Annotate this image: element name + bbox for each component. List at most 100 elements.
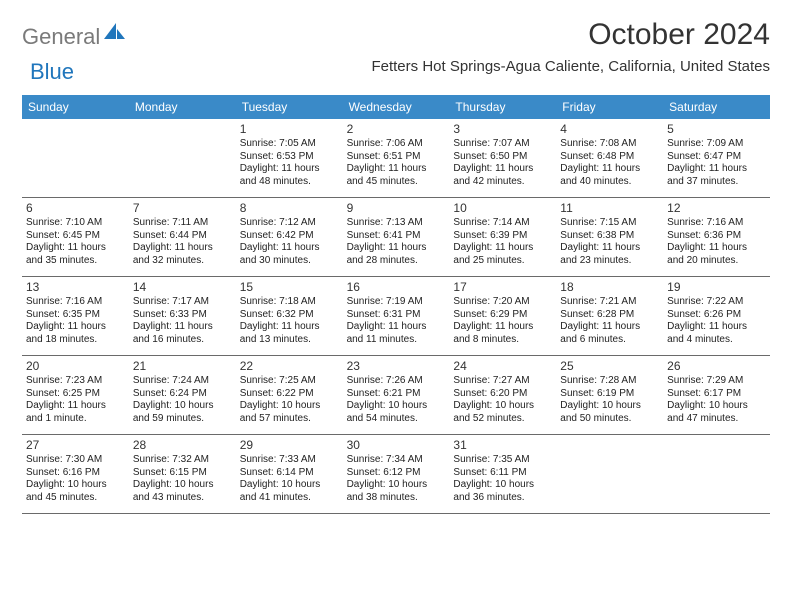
sunset-text: Sunset: 6:50 PM — [453, 151, 552, 164]
sunrise-text: Sunrise: 7:05 AM — [240, 138, 339, 151]
day-number: 8 — [240, 201, 339, 216]
sunset-text: Sunset: 6:16 PM — [26, 467, 125, 480]
day-cell: 2Sunrise: 7:06 AMSunset: 6:51 PMDaylight… — [343, 119, 450, 197]
daylight-text: and 25 minutes. — [453, 255, 552, 268]
sunrise-text: Sunrise: 7:11 AM — [133, 217, 232, 230]
day-cell: 21Sunrise: 7:24 AMSunset: 6:24 PMDayligh… — [129, 356, 236, 434]
daylight-text: and 30 minutes. — [240, 255, 339, 268]
week-row: 20Sunrise: 7:23 AMSunset: 6:25 PMDayligh… — [22, 356, 770, 435]
sunset-text: Sunset: 6:26 PM — [667, 309, 766, 322]
day-number: 13 — [26, 280, 125, 295]
weeks: 1Sunrise: 7:05 AMSunset: 6:53 PMDaylight… — [22, 119, 770, 514]
day-cell: 13Sunrise: 7:16 AMSunset: 6:35 PMDayligh… — [22, 277, 129, 355]
daylight-text: and 16 minutes. — [133, 334, 232, 347]
daylight-text: Daylight: 10 hours — [240, 479, 339, 492]
sunset-text: Sunset: 6:48 PM — [560, 151, 659, 164]
sunrise-text: Sunrise: 7:08 AM — [560, 138, 659, 151]
daylight-text: and 37 minutes. — [667, 176, 766, 189]
sunset-text: Sunset: 6:36 PM — [667, 230, 766, 243]
week-row: 27Sunrise: 7:30 AMSunset: 6:16 PM Dayligh… — [22, 435, 770, 514]
daylight-text: and 43 minutes. — [133, 492, 232, 505]
sunset-text: Sunset: 6:20 PM — [453, 388, 552, 401]
daylight-text: and 20 minutes. — [667, 255, 766, 268]
day-number: 20 — [26, 359, 125, 374]
daylight-text: and 11 minutes. — [347, 334, 446, 347]
daylight-text: and 6 minutes. — [560, 334, 659, 347]
day-cell: 27Sunrise: 7:30 AMSunset: 6:16 PMDayligh… — [22, 435, 129, 513]
daylight-text: Daylight: 11 hours — [240, 321, 339, 334]
daylight-text: Daylight: 10 hours — [667, 400, 766, 413]
day-cell: 8Sunrise: 7:12 AMSunset: 6:42 PMDaylight… — [236, 198, 343, 276]
sunset-text: Sunset: 6:29 PM — [453, 309, 552, 322]
daylight-text: Daylight: 10 hours — [453, 400, 552, 413]
sunrise-text: Sunrise: 7:16 AM — [667, 217, 766, 230]
daylight-text: and 4 minutes. — [667, 334, 766, 347]
daylight-text: Daylight: 11 hours — [347, 321, 446, 334]
daylight-text: Daylight: 11 hours — [560, 321, 659, 334]
day-number: 30 — [347, 438, 446, 453]
daylight-text: Daylight: 11 hours — [560, 163, 659, 176]
sunset-text: Sunset: 6:45 PM — [26, 230, 125, 243]
day-cell: 9Sunrise: 7:13 AMSunset: 6:41 PMDaylight… — [343, 198, 450, 276]
day-cell: 17Sunrise: 7:20 AMSunset: 6:29 PMDayligh… — [449, 277, 556, 355]
day-number: 16 — [347, 280, 446, 295]
daylight-text: Daylight: 10 hours — [347, 400, 446, 413]
day-cell: 14Sunrise: 7:17 AMSunset: 6:33 PMDayligh… — [129, 277, 236, 355]
day-cell: 15Sunrise: 7:18 AMSunset: 6:32 PMDayligh… — [236, 277, 343, 355]
day-number: 11 — [560, 201, 659, 216]
day-number: 19 — [667, 280, 766, 295]
day-number: 28 — [133, 438, 232, 453]
sunrise-text: Sunrise: 7:16 AM — [26, 296, 125, 309]
sunrise-text: Sunrise: 7:28 AM — [560, 375, 659, 388]
day-cell: 19Sunrise: 7:22 AMSunset: 6:26 PMDayligh… — [663, 277, 770, 355]
daylight-text: Daylight: 11 hours — [133, 242, 232, 255]
day-cell: 4Sunrise: 7:08 AMSunset: 6:48 PMDaylight… — [556, 119, 663, 197]
sunset-text: Sunset: 6:21 PM — [347, 388, 446, 401]
daylight-text: and 28 minutes. — [347, 255, 446, 268]
sunrise-text: Sunrise: 7:30 AM — [26, 454, 125, 467]
logo-sail-icon — [104, 23, 126, 46]
daylight-text: Daylight: 11 hours — [667, 242, 766, 255]
daylight-text: Daylight: 10 hours — [560, 400, 659, 413]
day-number: 5 — [667, 122, 766, 137]
day-number: 2 — [347, 122, 446, 137]
daylight-text: and 45 minutes. — [347, 176, 446, 189]
daylight-text: Daylight: 11 hours — [240, 163, 339, 176]
day-number: 12 — [667, 201, 766, 216]
day-cell: 24Sunrise: 7:27 AMSunset: 6:20 PMDayligh… — [449, 356, 556, 434]
sunset-text: Sunset: 6:39 PM — [453, 230, 552, 243]
sunrise-text: Sunrise: 7:33 AM — [240, 454, 339, 467]
sunrise-text: Sunrise: 7:29 AM — [667, 375, 766, 388]
day-number: 4 — [560, 122, 659, 137]
empty-cell — [556, 435, 663, 513]
sunrise-text: Sunrise: 7:15 AM — [560, 217, 659, 230]
day-number: 15 — [240, 280, 339, 295]
location: Fetters Hot Springs-Agua Caliente, Calif… — [371, 58, 770, 75]
day-cell: 20Sunrise: 7:23 AMSunset: 6:25 PMDayligh… — [22, 356, 129, 434]
sunrise-text: Sunrise: 7:12 AM — [240, 217, 339, 230]
daylight-text: and 38 minutes. — [347, 492, 446, 505]
daylight-text: and 45 minutes. — [26, 492, 125, 505]
daylight-text: and 18 minutes. — [26, 334, 125, 347]
day-number: 22 — [240, 359, 339, 374]
daylight-text: and 40 minutes. — [560, 176, 659, 189]
sunrise-text: Sunrise: 7:20 AM — [453, 296, 552, 309]
sunrise-text: Sunrise: 7:26 AM — [347, 375, 446, 388]
weekday-row: SundayMondayTuesdayWednesdayThursdayFrid… — [22, 95, 770, 119]
sunrise-text: Sunrise: 7:10 AM — [26, 217, 125, 230]
sunset-text: Sunset: 6:53 PM — [240, 151, 339, 164]
day-cell: 22Sunrise: 7:25 AMSunset: 6:22 PMDayligh… — [236, 356, 343, 434]
daylight-text: and 41 minutes. — [240, 492, 339, 505]
day-number: 17 — [453, 280, 552, 295]
day-cell: 3Sunrise: 7:07 AMSunset: 6:50 PMDaylight… — [449, 119, 556, 197]
week-row: 6Sunrise: 7:10 AMSunset: 6:45 PMDaylight… — [22, 198, 770, 277]
daylight-text: Daylight: 11 hours — [667, 163, 766, 176]
day-number: 27 — [26, 438, 125, 453]
sunset-text: Sunset: 6:32 PM — [240, 309, 339, 322]
sunrise-text: Sunrise: 7:23 AM — [26, 375, 125, 388]
day-number: 18 — [560, 280, 659, 295]
daylight-text: Daylight: 11 hours — [26, 400, 125, 413]
sunset-text: Sunset: 6:38 PM — [560, 230, 659, 243]
day-cell: 6Sunrise: 7:10 AMSunset: 6:45 PMDaylight… — [22, 198, 129, 276]
sunset-text: Sunset: 6:15 PM — [133, 467, 232, 480]
